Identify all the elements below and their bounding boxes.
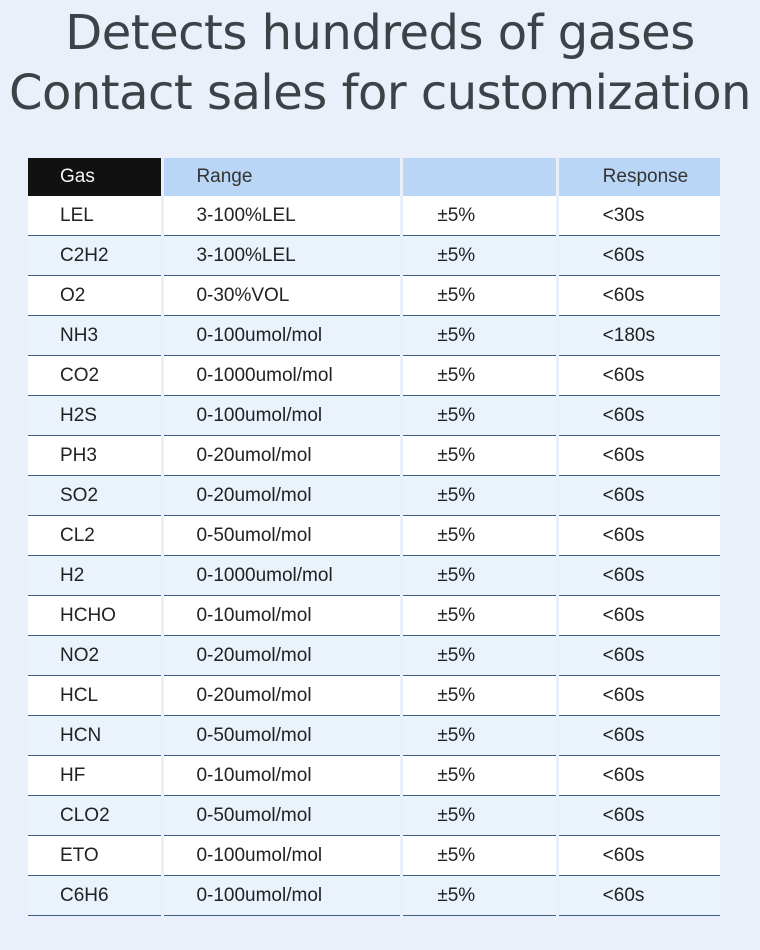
cell-range: 0-50umol/mol xyxy=(164,796,401,836)
cell-response: <60s xyxy=(558,636,720,676)
table-row: NO2 0-20umol/mol ±5% <60s xyxy=(28,636,720,676)
cell-range: 0-1000umol/mol xyxy=(164,356,401,396)
cell-accuracy: ±5% xyxy=(403,436,556,476)
table-row: C2H2 3-100%LEL ±5% <60s xyxy=(28,236,720,276)
cell-range: 0-30%VOL xyxy=(164,276,401,316)
cell-range: 0-20umol/mol xyxy=(164,436,401,476)
cell-accuracy: ±5% xyxy=(403,236,556,276)
cell-accuracy: ±5% xyxy=(403,836,556,876)
table-row: C6H6 0-100umol/mol ±5% <60s xyxy=(28,876,720,916)
cell-response: <60s xyxy=(558,556,720,596)
header-accuracy xyxy=(403,158,556,196)
cell-response: <60s xyxy=(558,676,720,716)
cell-gas: LEL xyxy=(28,196,162,236)
cell-response: <60s xyxy=(558,596,720,636)
cell-gas: HF xyxy=(28,756,162,796)
cell-accuracy: ±5% xyxy=(403,636,556,676)
cell-range: 0-100umol/mol xyxy=(164,836,401,876)
table-row: PH3 0-20umol/mol ±5% <60s xyxy=(28,436,720,476)
table-row: ETO 0-100umol/mol ±5% <60s xyxy=(28,836,720,876)
cell-accuracy: ±5% xyxy=(403,516,556,556)
headline-line-2: Contact sales for customization xyxy=(9,65,751,121)
cell-range: 0-50umol/mol xyxy=(164,516,401,556)
cell-gas: H2 xyxy=(28,556,162,596)
cell-range: 0-10umol/mol xyxy=(164,596,401,636)
cell-accuracy: ±5% xyxy=(403,196,556,236)
table-row: SO2 0-20umol/mol ±5% <60s xyxy=(28,476,720,516)
cell-response: <60s xyxy=(558,436,720,476)
table-row: CO2 0-1000umol/mol ±5% <60s xyxy=(28,356,720,396)
gas-spec-table: Gas Range Response LEL 3-100%LEL ±5% <30s C2… xyxy=(28,158,720,916)
table-row: H2S 0-100umol/mol ±5% <60s xyxy=(28,396,720,436)
header-gas: Gas xyxy=(28,158,162,196)
cell-accuracy: ±5% xyxy=(403,756,556,796)
cell-accuracy: ±5% xyxy=(403,876,556,916)
cell-gas: HCN xyxy=(28,716,162,756)
cell-response: <60s xyxy=(558,276,720,316)
cell-range: 0-20umol/mol xyxy=(164,476,401,516)
cell-range: 0-100umol/mol xyxy=(164,396,401,436)
cell-response: <180s xyxy=(558,316,720,356)
cell-gas: SO2 xyxy=(28,476,162,516)
cell-range: 0-100umol/mol xyxy=(164,876,401,916)
cell-response: <60s xyxy=(558,716,720,756)
cell-gas: C2H2 xyxy=(28,236,162,276)
cell-range: 3-100%LEL xyxy=(164,236,401,276)
cell-gas: C6H6 xyxy=(28,876,162,916)
cell-gas: H2S xyxy=(28,396,162,436)
cell-accuracy: ±5% xyxy=(403,796,556,836)
cell-response: <60s xyxy=(558,476,720,516)
cell-accuracy: ±5% xyxy=(403,596,556,636)
cell-range: 3-100%LEL xyxy=(164,196,401,236)
cell-accuracy: ±5% xyxy=(403,676,556,716)
table-row: LEL 3-100%LEL ±5% <30s xyxy=(28,196,720,236)
cell-response: <30s xyxy=(558,196,720,236)
table-row: NH3 0-100umol/mol ±5% <180s xyxy=(28,316,720,356)
cell-gas: CLO2 xyxy=(28,796,162,836)
cell-range: 0-10umol/mol xyxy=(164,756,401,796)
cell-response: <60s xyxy=(558,236,720,276)
table-row: HF 0-10umol/mol ±5% <60s xyxy=(28,756,720,796)
header-response: Response xyxy=(558,158,720,196)
cell-gas: CO2 xyxy=(28,356,162,396)
table-row: CLO2 0-50umol/mol ±5% <60s xyxy=(28,796,720,836)
cell-response: <60s xyxy=(558,756,720,796)
header-range: Range xyxy=(164,158,401,196)
cell-accuracy: ±5% xyxy=(403,556,556,596)
cell-response: <60s xyxy=(558,516,720,556)
headline-line-1: Detects hundreds of gases xyxy=(65,5,695,61)
table-row: HCL 0-20umol/mol ±5% <60s xyxy=(28,676,720,716)
cell-gas: HCL xyxy=(28,676,162,716)
table-header-row: Gas Range Response xyxy=(28,158,720,196)
cell-range: 0-20umol/mol xyxy=(164,676,401,716)
cell-accuracy: ±5% xyxy=(403,476,556,516)
cell-gas: O2 xyxy=(28,276,162,316)
cell-accuracy: ±5% xyxy=(403,316,556,356)
table-row: H2 0-1000umol/mol ±5% <60s xyxy=(28,556,720,596)
cell-range: 0-1000umol/mol xyxy=(164,556,401,596)
table-row: O2 0-30%VOL ±5% <60s xyxy=(28,276,720,316)
cell-gas: ETO xyxy=(28,836,162,876)
cell-response: <60s xyxy=(558,356,720,396)
cell-range: 0-50umol/mol xyxy=(164,716,401,756)
cell-range: 0-20umol/mol xyxy=(164,636,401,676)
cell-gas: NO2 xyxy=(28,636,162,676)
table-row: HCHO 0-10umol/mol ±5% <60s xyxy=(28,596,720,636)
cell-accuracy: ±5% xyxy=(403,716,556,756)
table-row: CL2 0-50umol/mol ±5% <60s xyxy=(28,516,720,556)
cell-response: <60s xyxy=(558,876,720,916)
cell-response: <60s xyxy=(558,796,720,836)
table-body: LEL 3-100%LEL ±5% <30s C2H2 3-100%LEL ±5% <60s O… xyxy=(28,196,720,916)
cell-gas: CL2 xyxy=(28,516,162,556)
cell-response: <60s xyxy=(558,836,720,876)
cell-gas: PH3 xyxy=(28,436,162,476)
cell-range: 0-100umol/mol xyxy=(164,316,401,356)
cell-response: <60s xyxy=(558,396,720,436)
cell-accuracy: ±5% xyxy=(403,276,556,316)
cell-accuracy: ±5% xyxy=(403,396,556,436)
cell-gas: HCHO xyxy=(28,596,162,636)
cell-gas: NH3 xyxy=(28,316,162,356)
table-row: HCN 0-50umol/mol ±5% <60s xyxy=(28,716,720,756)
cell-accuracy: ±5% xyxy=(403,356,556,396)
